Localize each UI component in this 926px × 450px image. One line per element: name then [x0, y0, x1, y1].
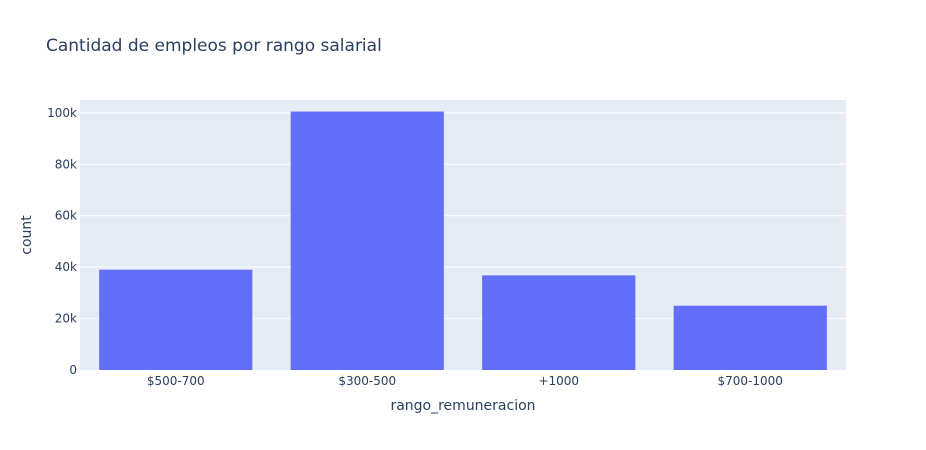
y-tick-label: 100k — [47, 106, 77, 120]
bar[interactable] — [290, 111, 444, 371]
y-tick-label: 80k — [55, 157, 77, 171]
bar[interactable] — [673, 305, 827, 370]
x-tick-label: $500-700 — [147, 374, 205, 388]
bar[interactable] — [99, 269, 253, 370]
x-tick-label: $700-1000 — [718, 374, 783, 388]
y-axis-ticks: 0 20k 40k 60k 80k 100k — [47, 106, 77, 377]
bars — [99, 111, 827, 371]
x-axis-ticks: $500-700 $300-500 +1000 $700-1000 — [147, 374, 783, 388]
x-tick-label: $300-500 — [338, 374, 396, 388]
y-tick-label: 0 — [69, 363, 77, 377]
y-axis-title: count — [19, 215, 35, 255]
y-tick-label: 60k — [55, 209, 77, 223]
bar[interactable] — [482, 275, 636, 370]
x-axis-title: rango_remuneracion — [390, 398, 535, 414]
y-tick-label: 40k — [55, 260, 77, 274]
x-tick-label: +1000 — [538, 374, 579, 388]
y-tick-label: 20k — [55, 312, 77, 326]
chart-title: Cantidad de empleos por rango salarial — [46, 36, 382, 56]
